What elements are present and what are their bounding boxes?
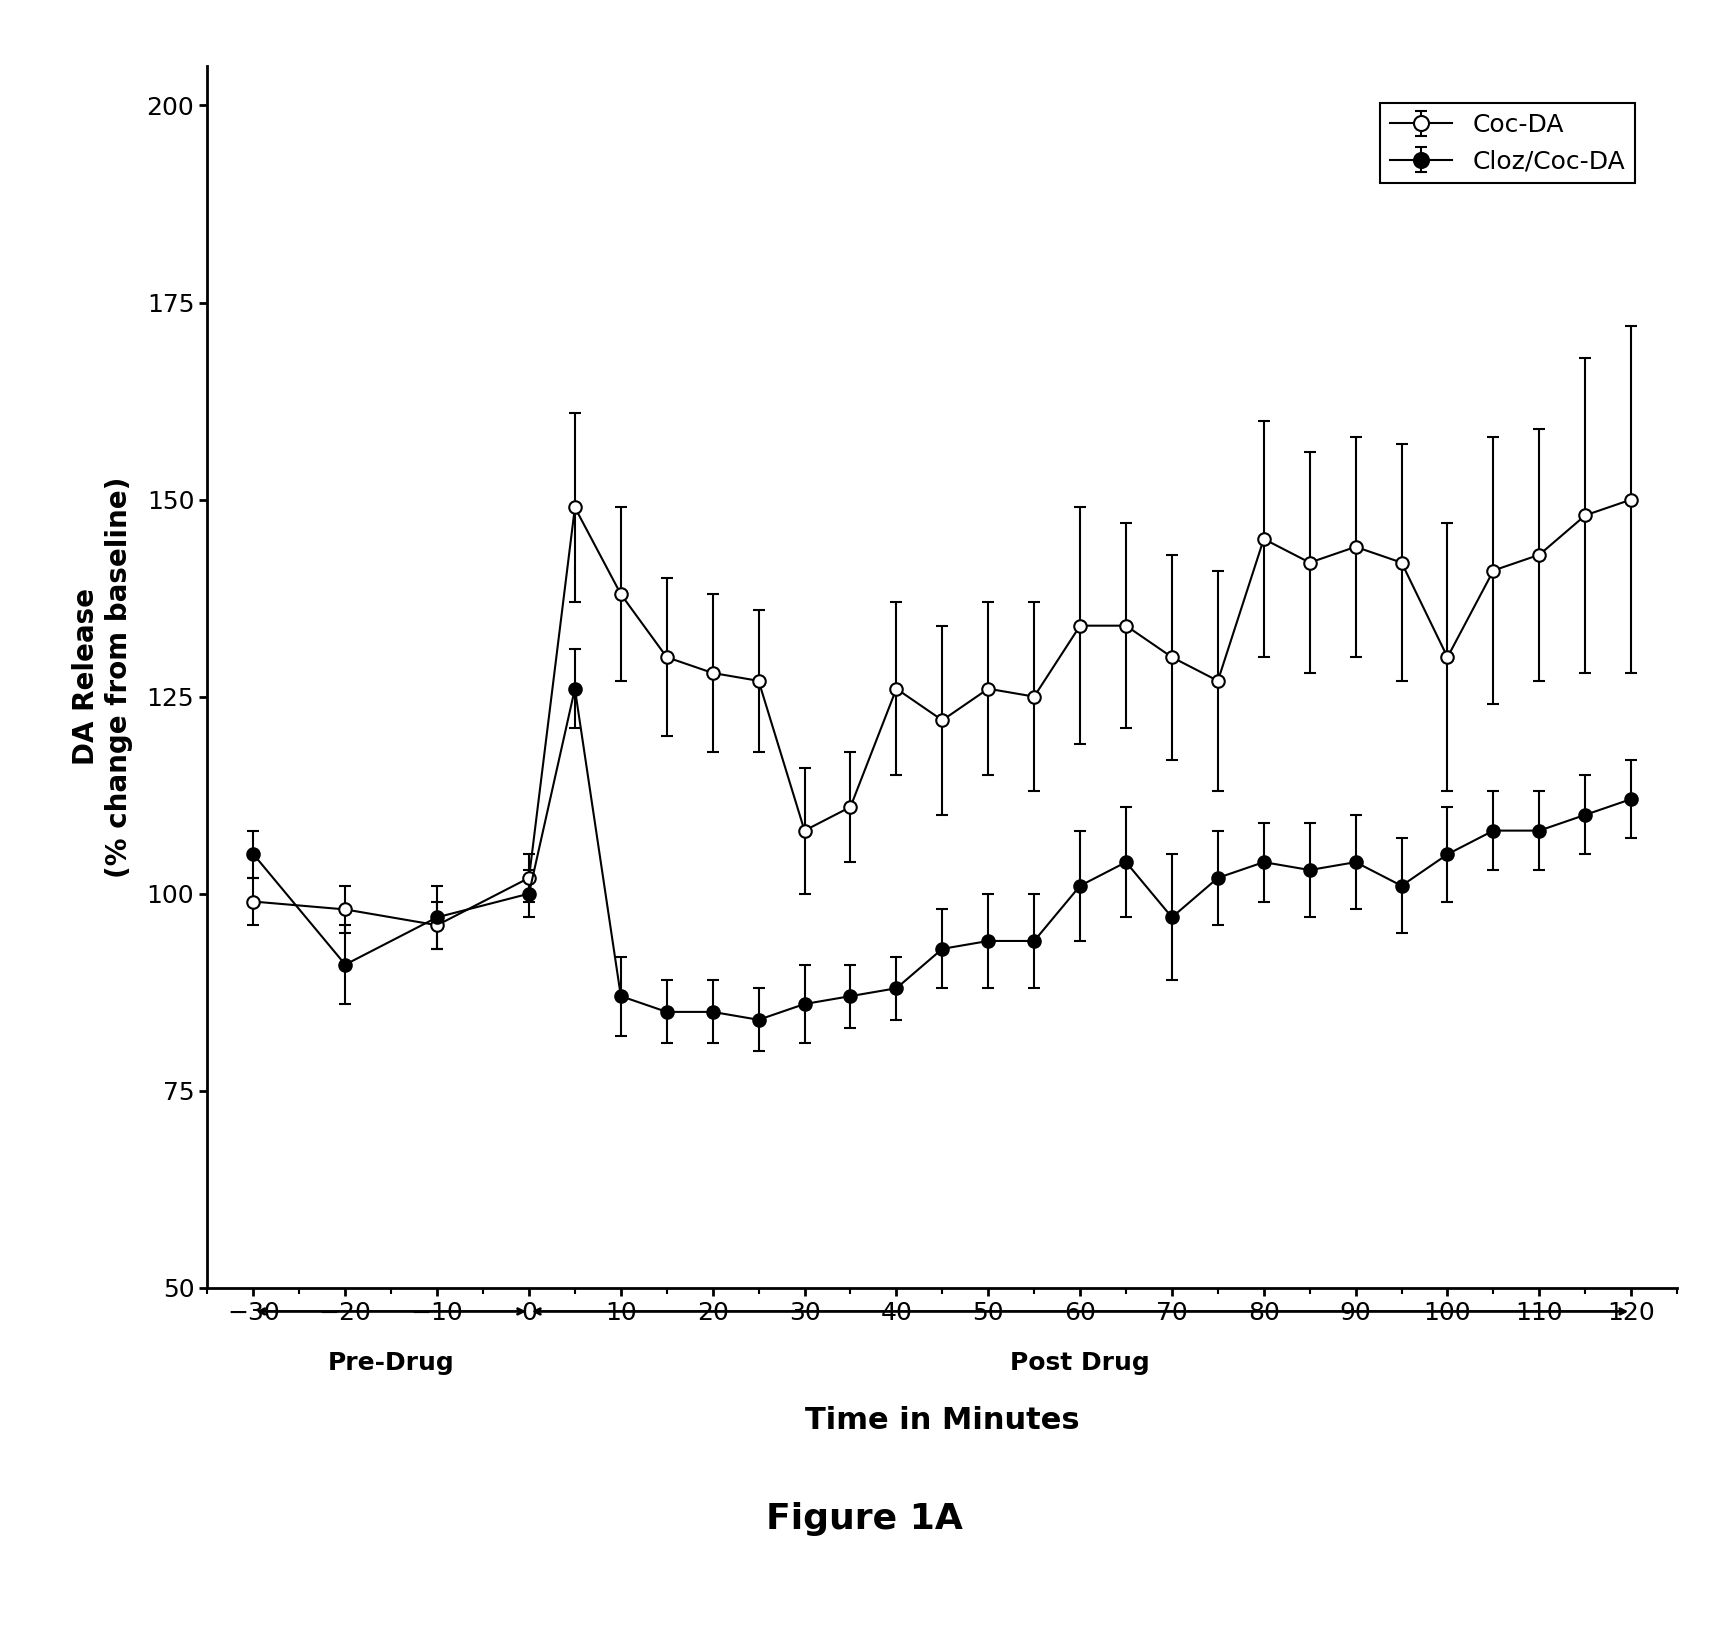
Text: Figure 1A: Figure 1A (766, 1502, 963, 1535)
Text: Post Drug: Post Drug (1010, 1351, 1150, 1375)
Text: Time in Minutes: Time in Minutes (806, 1407, 1079, 1435)
Text: Pre-Drug: Pre-Drug (329, 1351, 455, 1375)
Legend: Coc-DA, Cloz/Coc-DA: Coc-DA, Cloz/Coc-DA (1380, 102, 1636, 183)
Y-axis label: DA Release
(% change from baseline): DA Release (% change from baseline) (73, 475, 133, 878)
